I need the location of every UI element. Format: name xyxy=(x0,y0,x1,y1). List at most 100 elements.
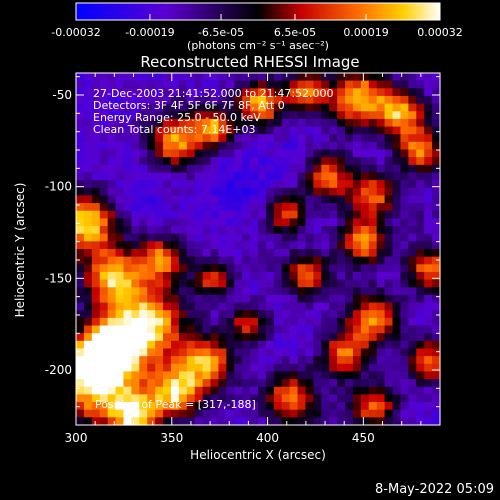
heatmap-cell xyxy=(297,363,307,373)
heatmap-cell xyxy=(178,233,188,242)
heatmap-cell xyxy=(155,317,164,327)
heatmap-cell xyxy=(424,317,433,327)
heatmap-cell xyxy=(234,134,243,143)
heatmap-cell xyxy=(408,394,417,403)
heatmap-cell xyxy=(170,340,180,350)
heatmap-cell xyxy=(147,279,156,288)
heatmap-cell xyxy=(289,386,299,395)
heatmap-cell xyxy=(123,409,132,418)
heatmap-cell xyxy=(305,103,314,112)
heatmap-cell xyxy=(329,356,338,365)
heatmap-cell xyxy=(329,172,338,181)
heatmap-cell xyxy=(305,111,314,120)
heatmap-cell xyxy=(123,363,132,373)
heatmap-cell xyxy=(202,157,212,166)
heatmap-cell xyxy=(313,103,322,112)
heatmap-cell xyxy=(321,118,330,128)
heatmap-cell xyxy=(99,271,109,281)
heatmap-cell xyxy=(376,249,386,258)
heatmap-cell xyxy=(392,363,402,373)
heatmap-cell xyxy=(163,310,172,319)
heatmap-cell xyxy=(107,157,117,166)
heatmap-cell xyxy=(392,149,402,158)
heatmap-cell xyxy=(115,340,125,350)
heatmap-cell xyxy=(384,134,394,143)
heatmap-cell xyxy=(329,149,338,158)
heatmap-cell xyxy=(329,302,338,311)
heatmap-cell xyxy=(131,348,140,357)
heatmap-cell xyxy=(384,149,394,158)
heatmap-cell xyxy=(115,317,125,327)
heatmap-cell xyxy=(408,164,417,174)
heatmap-cell xyxy=(76,356,85,365)
heatmap-cell xyxy=(131,340,140,350)
heatmap-cell xyxy=(368,256,378,265)
heatmap-cell xyxy=(432,103,441,112)
heatmap-cell xyxy=(265,88,275,97)
heatmap-cell xyxy=(281,218,291,227)
heatmap-cell xyxy=(218,249,227,258)
heatmap-cell xyxy=(131,103,140,112)
heatmap-cell xyxy=(273,325,283,334)
heatmap-cell xyxy=(289,172,299,181)
heatmap-cell xyxy=(313,310,322,319)
heatmap-cell xyxy=(115,302,125,311)
heatmap-cell xyxy=(408,226,417,235)
heatmap-cell xyxy=(321,417,330,426)
heatmap-cell xyxy=(376,279,386,288)
heatmap-cell xyxy=(408,363,417,373)
heatmap-cell xyxy=(250,402,259,411)
heatmap-cell xyxy=(281,149,291,158)
heatmap-cell xyxy=(297,402,307,411)
heatmap-cell xyxy=(186,317,196,327)
heatmap-cell xyxy=(99,386,109,395)
heatmap-cell xyxy=(226,302,235,311)
heatmap-cell xyxy=(313,141,322,151)
heatmap-cell xyxy=(186,333,196,342)
heatmap-cell xyxy=(384,226,394,235)
heatmap-cell xyxy=(392,256,402,265)
heatmap-cell xyxy=(337,164,346,174)
heatmap-cell xyxy=(178,126,188,135)
heatmap-cell xyxy=(337,264,346,273)
heatmap-cell xyxy=(194,394,204,403)
heatmap-cell xyxy=(408,264,417,273)
heatmap-cell xyxy=(258,226,267,235)
heatmap-cell xyxy=(432,149,441,158)
heatmap-cell xyxy=(352,394,362,403)
heatmap-cell xyxy=(281,180,291,189)
heatmap-cell xyxy=(178,210,188,219)
heatmap-cell xyxy=(424,394,433,403)
heatmap-cell xyxy=(337,379,346,388)
heatmap-cell xyxy=(400,340,409,350)
heatmap-cell xyxy=(313,118,322,128)
heatmap-cell xyxy=(368,210,378,219)
heatmap-cell xyxy=(250,325,259,334)
heatmap-cell xyxy=(408,149,417,158)
heatmap-cell xyxy=(83,271,93,281)
heatmap-cell xyxy=(76,317,85,327)
heatmap-cell xyxy=(250,80,259,89)
heatmap-cell xyxy=(376,264,386,273)
heatmap-cell xyxy=(400,271,409,281)
heatmap-cell xyxy=(400,325,409,334)
heatmap-cell xyxy=(416,210,425,219)
heatmap-cell xyxy=(250,264,259,273)
heatmap-cell xyxy=(147,241,156,250)
heatmap-cell xyxy=(234,394,243,403)
heatmap-cell xyxy=(155,203,164,212)
heatmap-cell xyxy=(226,394,235,403)
heatmap-cell xyxy=(178,256,188,265)
heatmap-cell xyxy=(305,172,314,181)
heatmap-cell xyxy=(281,417,291,426)
heatmap-cell xyxy=(131,409,140,418)
heatmap-cell xyxy=(250,417,259,426)
heatmap-cell xyxy=(226,210,235,219)
heatmap-cell xyxy=(265,310,275,319)
heatmap-cell xyxy=(352,264,362,273)
heatmap-cell xyxy=(139,73,148,82)
x-tick-label: 450 xyxy=(352,431,375,445)
heatmap-cell xyxy=(242,256,251,265)
heatmap-cell xyxy=(345,134,354,143)
heatmap-cell xyxy=(273,111,283,120)
